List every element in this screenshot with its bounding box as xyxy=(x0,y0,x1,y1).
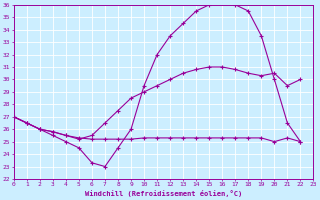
X-axis label: Windchill (Refroidissement éolien,°C): Windchill (Refroidissement éolien,°C) xyxy=(85,190,242,197)
